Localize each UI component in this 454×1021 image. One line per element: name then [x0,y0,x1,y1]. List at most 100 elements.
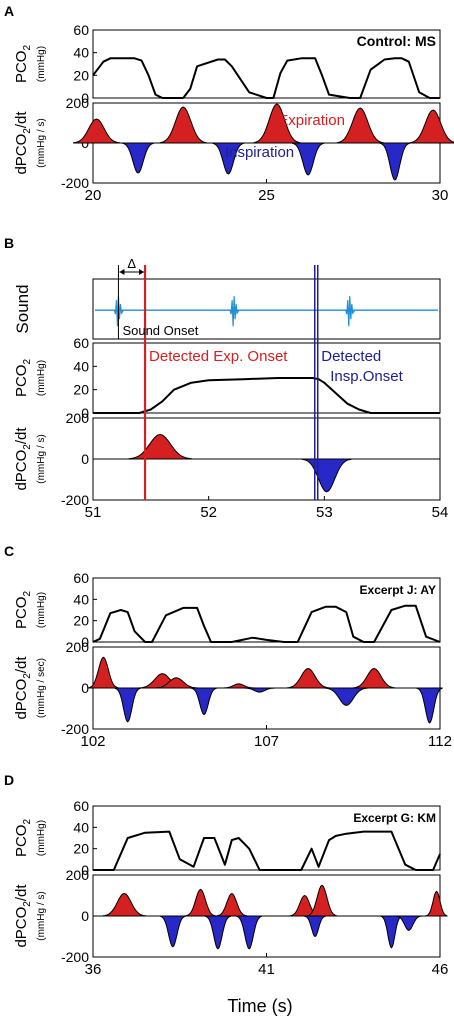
inspiration-trough [114,687,141,723]
inspiration-trough [301,458,352,493]
y-tick-label: 20 [73,613,89,629]
y-tick-label: 0 [81,634,89,650]
y-axis-unit: (mmHg / s) [36,118,47,167]
row-pco2: PCO2 (mmHg) 0 20 40 60 [13,22,441,106]
y-axis-label: Sound [13,284,32,333]
y-axis-unit: (mmHg / s) [36,891,47,940]
delta-label: Δ [127,256,136,271]
expiration-peak [253,103,301,144]
x-tick-label: 36 [85,961,102,978]
pco2-line [92,57,440,99]
x-tick-label: 41 [258,961,275,978]
panel-b: Sound PCO2 (mmHg) 0 20 40 60 dPCO2/dt (mmHg / s)… [13,256,448,521]
y-tick-label: 0 [81,451,89,467]
axes-frame [92,278,441,340]
y-tick-label: 0 [81,90,89,106]
x-tick-label: 52 [200,504,217,521]
y-tick-label: 60 [73,22,89,38]
sound-burst [345,296,356,327]
expiration-peak [185,888,216,917]
expiration-peak [409,109,454,144]
panel-letter-b: B [4,235,14,251]
y-tick-label: 200 [66,95,90,111]
pco2-line [93,830,441,871]
insp-onset-label-2: Insp.Onset [330,368,403,385]
pco2-line [93,377,440,414]
y-tick-label: 200 [66,639,90,655]
expiration-peak [128,433,192,460]
panel-title: Control: MS [357,33,436,49]
y-tick-label: 0 [81,908,89,924]
y-axis-label: PCO2 [13,591,33,630]
axes-frame [92,577,441,643]
y-axis-unit: (mmHg) [36,360,47,396]
x-tick-label: 107 [254,733,279,750]
inspiration-trough [121,142,155,174]
expiration-peak [216,892,247,917]
x-tick-label: 46 [432,961,449,978]
y-tick-label: 0 [81,405,89,421]
y-axis-unit: (mmHg) [36,592,47,628]
insp-onset-label-1: Detected [321,348,381,365]
bottom-x-axis-label: Time (s) [227,996,292,1016]
row-deriv: dPCO2/dt(mmHg / s)2000-200ExpirationInsp… [13,95,454,191]
row-pco2: PCO2 (mmHg) 0 20 40 60 [13,570,441,650]
row-deriv: dPCO2/dt (mmHg / s) 200 0 -200 [13,867,448,965]
y-axis-label: dPCO2/dt [13,884,33,948]
expiration-peak [154,677,198,689]
row-pco2: PCO2 (mmHg) 0 20 40 60 [13,335,441,421]
panel-letter-d: D [4,772,14,788]
expiration-peak [352,667,396,689]
row-pco2: PCO2 (mmHg) 0 20 40 60 [13,798,441,878]
y-tick-label: 40 [73,591,89,607]
y-axis-unit: (mmHg) [36,46,47,82]
y-axis-label: PCO2 [13,45,33,84]
y-axis-label: PCO2 [13,359,33,398]
panel-letter-a: A [4,3,14,19]
y-tick-label: 60 [73,798,89,814]
y-axis-unit: (mmHg / s) [36,434,47,483]
expiration-peak [102,892,146,917]
y-axis-unit: (mmHg) [36,820,47,856]
y-tick-label: 20 [73,382,89,398]
expiration-peak [159,106,207,144]
y-tick-label: 40 [73,819,89,835]
y-tick-label: 0 [81,680,89,696]
exp-onset-label: Detected Exp. Onset [149,348,288,365]
y-tick-label: 200 [66,410,90,426]
x-tick-label: 25 [258,187,275,204]
inspiration-trough [236,915,263,950]
axes-frame [92,342,441,414]
y-tick-label: 60 [73,570,89,586]
x-tick-label: 112 [428,733,452,750]
row-deriv: dPCO2/dt (mmHg / sec) 200 0 -200 [13,639,443,737]
inspiration-trough [379,142,411,181]
y-tick-label: -200 [61,721,89,737]
y-tick-label: 40 [73,358,89,374]
row-sound: Sound [13,278,441,340]
sound-burst [229,296,240,327]
row-deriv: dPCO2/dt (mmHg / s) 200 0 -200 [13,410,441,508]
expiration-peak [73,118,120,144]
x-tick-label: 54 [432,504,449,521]
expiration-peak [223,683,255,689]
expiration-peak [286,667,330,689]
x-tick-label: 51 [85,504,102,521]
y-tick-label: 20 [73,67,89,83]
y-tick-label: -200 [61,492,89,508]
expiration-peak [336,107,384,144]
inspiration-trough [243,687,276,693]
pco2-line [92,604,441,643]
inspiration-trough [291,142,325,176]
inspiration-trough [395,915,422,931]
panel-title: Excerpt G: KM [353,811,436,825]
x-tick-label: 53 [316,504,333,521]
delta-arrowhead-right [139,269,145,275]
annotation-expiration: Expiration [278,112,345,129]
x-tick-label: 30 [432,187,449,204]
y-tick-label: 20 [73,841,89,857]
